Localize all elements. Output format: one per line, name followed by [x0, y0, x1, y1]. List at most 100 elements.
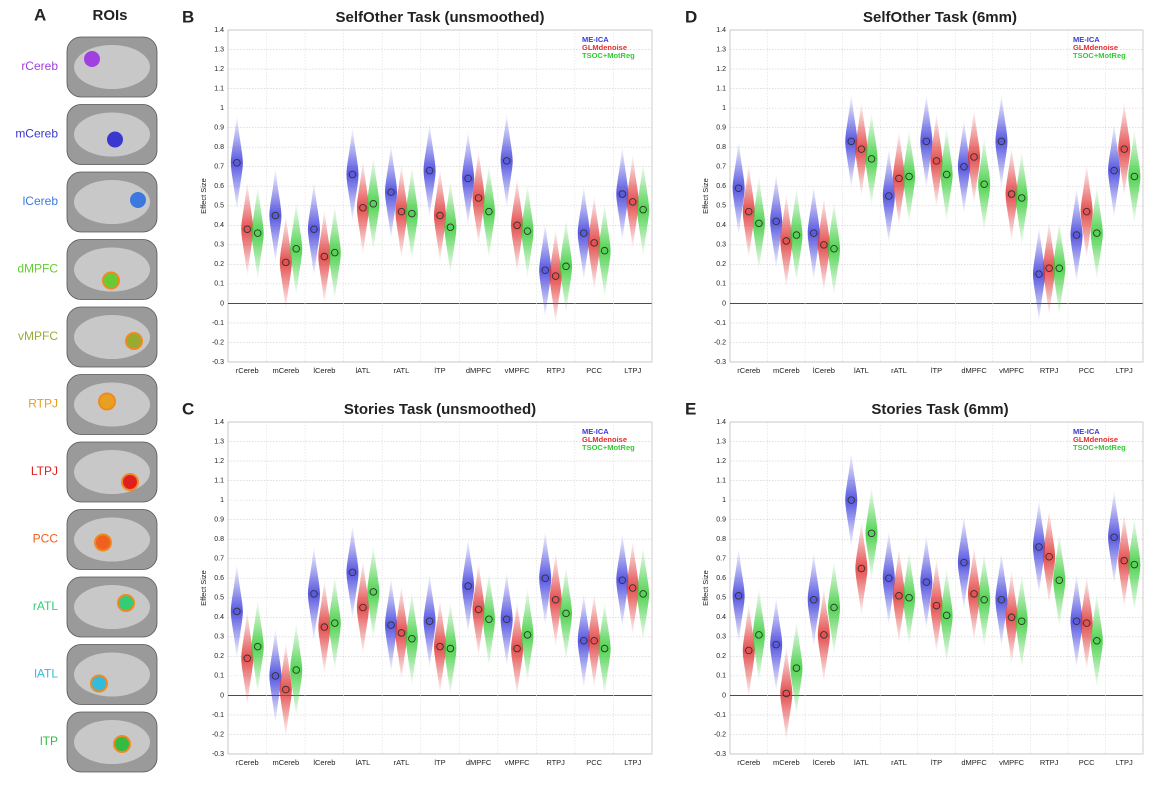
violin — [434, 168, 446, 264]
y-tick-label: -0.1 — [714, 712, 726, 719]
y-tick-label: 1 — [220, 497, 224, 504]
violin — [978, 552, 990, 648]
violin — [560, 565, 572, 661]
violin — [958, 515, 970, 611]
legend-entry: TSOC+MotReg — [1073, 443, 1126, 452]
x-tick-label: lATL — [854, 758, 869, 767]
y-tick-label: -0.2 — [714, 731, 726, 738]
violin — [1128, 517, 1140, 613]
y-axis-label: Effect Size — [199, 570, 208, 606]
y-tick-label: 1 — [722, 105, 726, 112]
violin — [424, 573, 436, 669]
y-axis-label: Effect Size — [199, 178, 208, 214]
y-tick-label: 1.3 — [214, 438, 224, 445]
y-tick-label: -0.3 — [212, 751, 224, 758]
violin — [347, 524, 359, 620]
roi-label: lCereb — [23, 194, 59, 208]
violin — [511, 601, 523, 697]
x-tick-label: rCereb — [737, 366, 760, 375]
violin — [780, 645, 792, 741]
x-tick-label: PCC — [1079, 366, 1095, 375]
violin — [462, 538, 474, 634]
x-tick-label: lCereb — [313, 366, 335, 375]
violin — [550, 228, 562, 324]
violin — [903, 550, 915, 646]
violin — [1006, 569, 1018, 665]
violin — [1091, 185, 1103, 281]
y-tick-label: 0.7 — [214, 556, 224, 563]
roi-label: PCC — [33, 532, 59, 546]
y-tick-label: 0.8 — [214, 144, 224, 151]
violin — [780, 193, 792, 289]
x-tick-label: mCereb — [773, 366, 800, 375]
violin — [501, 571, 513, 667]
violin — [920, 534, 932, 630]
x-tick-label: dMPFC — [466, 758, 492, 767]
x-tick-label: RTPJ — [546, 758, 565, 767]
y-tick-label: 0.6 — [214, 183, 224, 190]
y-tick-label: 0.4 — [716, 614, 726, 621]
x-tick-label: mCereb — [272, 758, 299, 767]
x-tick-label: LTPJ — [624, 366, 641, 375]
violin — [637, 162, 649, 258]
y-tick-label: 1.4 — [214, 27, 224, 34]
violin — [357, 160, 369, 256]
chart-title: Stories Task (6mm) — [871, 401, 1008, 418]
violin — [231, 115, 243, 211]
roi-label: LTPJ — [31, 464, 58, 478]
violin — [733, 140, 745, 236]
x-tick-label: rCereb — [236, 758, 259, 767]
violin — [1033, 499, 1045, 595]
violin — [743, 164, 755, 260]
violin — [241, 181, 253, 277]
roi-marker — [84, 51, 100, 67]
x-tick-label: rCereb — [737, 758, 760, 767]
violin — [845, 93, 857, 189]
x-tick-label: PCC — [1079, 758, 1095, 767]
roi-image-tissue — [74, 518, 150, 562]
violin — [1081, 575, 1093, 671]
chart-title: Stories Task (unsmoothed) — [344, 401, 536, 418]
y-tick-label: 1.2 — [716, 458, 726, 465]
violin — [501, 113, 513, 209]
violin — [385, 577, 397, 673]
y-tick-label: 1.3 — [716, 46, 726, 53]
y-tick-label: 0.9 — [716, 124, 726, 131]
violin — [599, 601, 611, 697]
roi-label: rCereb — [21, 59, 58, 73]
y-tick-label: -0.1 — [714, 320, 726, 327]
x-tick-label: RTPJ — [1040, 758, 1059, 767]
x-tick-label: rCereb — [236, 366, 259, 375]
y-tick-label: 0.5 — [214, 203, 224, 210]
violin — [883, 148, 895, 244]
y-tick-label: -0.2 — [714, 339, 726, 346]
roi-marker — [122, 474, 138, 490]
roi-label: vMPFC — [18, 329, 58, 343]
violin — [770, 173, 782, 269]
violin — [444, 601, 456, 697]
roi-marker — [114, 736, 130, 752]
violin — [855, 101, 867, 197]
x-tick-label: lTP — [434, 758, 445, 767]
chart-title: SelfOther Task (6mm) — [863, 9, 1017, 26]
y-tick-label: 0.1 — [716, 281, 726, 288]
violin — [290, 201, 302, 297]
y-tick-label: 0.7 — [716, 556, 726, 563]
y-tick-label: 1 — [722, 497, 726, 504]
violin — [1016, 573, 1028, 669]
y-tick-label: 0.3 — [716, 242, 726, 249]
y-tick-label: 0.8 — [716, 536, 726, 543]
roi-label: mCereb — [15, 127, 58, 141]
y-tick-label: 0.1 — [716, 673, 726, 680]
roi-label: dMPFC — [17, 262, 58, 276]
violin — [920, 93, 932, 189]
y-tick-label: 1.2 — [214, 66, 224, 73]
violin — [521, 587, 533, 683]
violin — [231, 563, 243, 659]
violin — [539, 530, 551, 626]
x-tick-label: lATL — [355, 366, 370, 375]
legend-entry: TSOC+MotReg — [582, 443, 635, 452]
y-tick-label: 1.4 — [716, 419, 726, 426]
roi-image-tissue — [74, 45, 150, 89]
violin — [367, 544, 379, 640]
